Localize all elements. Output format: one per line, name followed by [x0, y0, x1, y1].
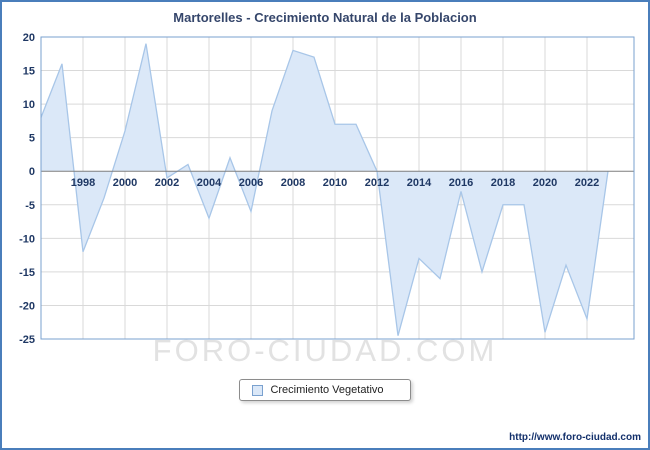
svg-text:2012: 2012 [365, 177, 389, 189]
svg-text:2014: 2014 [407, 177, 432, 189]
svg-text:2018: 2018 [491, 177, 515, 189]
svg-text:0: 0 [29, 166, 35, 178]
svg-text:2016: 2016 [449, 177, 473, 189]
svg-text:2022: 2022 [575, 177, 599, 189]
svg-text:2020: 2020 [533, 177, 557, 189]
svg-text:20: 20 [23, 32, 35, 44]
svg-text:-5: -5 [25, 200, 35, 212]
svg-text:-15: -15 [19, 267, 35, 279]
svg-text:2004: 2004 [197, 177, 222, 189]
svg-text:5: 5 [29, 133, 35, 145]
site-url-link[interactable]: http://www.foro-ciudad.com [509, 432, 641, 443]
svg-text:2008: 2008 [281, 177, 305, 189]
svg-text:-25: -25 [19, 334, 35, 346]
svg-text:2002: 2002 [155, 177, 179, 189]
svg-text:10: 10 [23, 99, 35, 111]
chart-title: Martorelles - Crecimiento Natural de la … [173, 10, 477, 25]
svg-text:2006: 2006 [239, 177, 263, 189]
svg-text:2000: 2000 [113, 177, 137, 189]
legend-swatch-icon [252, 384, 264, 396]
legend: Crecimiento Vegetativo [2, 379, 648, 401]
svg-text:-10: -10 [19, 233, 35, 245]
legend-label: Crecimiento Vegetativo [270, 384, 384, 396]
svg-text:15: 15 [23, 66, 35, 78]
svg-text:1998: 1998 [71, 177, 95, 189]
svg-text:-20: -20 [19, 300, 35, 312]
legend-box: Crecimiento Vegetativo [239, 379, 411, 401]
svg-text:2010: 2010 [323, 177, 347, 189]
